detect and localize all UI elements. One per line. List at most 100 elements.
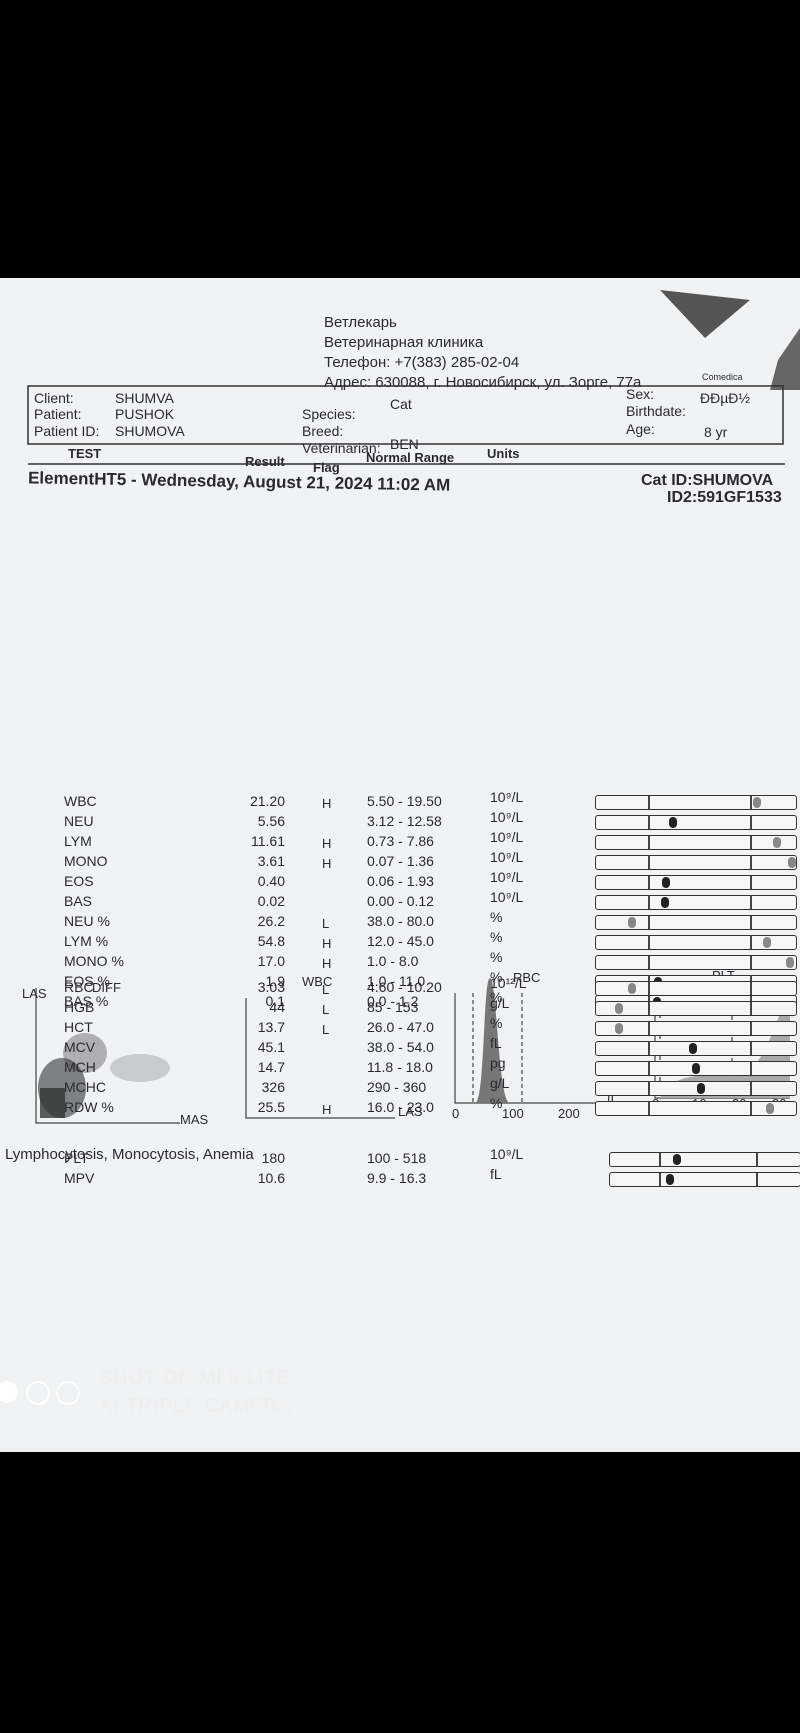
result-marker xyxy=(614,1003,623,1014)
phone: Телефон: +7(383) 285-02-04 xyxy=(324,354,520,371)
flag: L xyxy=(322,1022,330,1037)
bar-divider xyxy=(648,916,650,929)
bar-divider xyxy=(750,916,752,929)
result: 0.1 xyxy=(265,993,285,1009)
flag: L xyxy=(322,916,330,931)
bar-divider xyxy=(648,1082,650,1095)
test-name: MCV xyxy=(64,1039,96,1055)
units: g/L xyxy=(490,1075,510,1091)
units: % xyxy=(490,949,503,965)
result-marker xyxy=(627,983,636,994)
test-name: HGB xyxy=(64,999,95,1015)
bar-divider xyxy=(648,936,650,949)
range-bar xyxy=(595,935,797,950)
units: pg xyxy=(490,1055,506,1071)
bar-divider xyxy=(750,836,752,849)
range-bar xyxy=(595,815,797,830)
age-label: Age: xyxy=(626,421,655,437)
patient-id-label: Patient ID: xyxy=(34,423,100,439)
result: 26.2 xyxy=(257,913,285,929)
test-name: HCT xyxy=(64,1019,93,1035)
breed-label: Breed: xyxy=(302,423,344,439)
result: 326 xyxy=(261,1079,285,1095)
bar-divider xyxy=(750,796,752,809)
result: 17.0 xyxy=(257,953,285,969)
result: 14.7 xyxy=(257,1059,285,1075)
column-header: Normal Range xyxy=(366,450,455,465)
result-marker xyxy=(666,1174,675,1185)
test-name: WBC xyxy=(64,793,97,809)
result: 0.40 xyxy=(257,873,285,889)
bar-divider xyxy=(648,876,650,889)
logo xyxy=(660,290,750,338)
patient-label: Patient: xyxy=(34,406,82,422)
range-bar xyxy=(595,1061,797,1076)
bar-divider xyxy=(756,1173,758,1186)
flag: H xyxy=(322,856,332,871)
bar-divider xyxy=(648,1002,650,1015)
units: % xyxy=(490,1015,503,1031)
watermark: AI TRIPLE CAMERA xyxy=(100,1396,292,1417)
rbc-tick: 100 xyxy=(502,1106,524,1121)
bar-divider xyxy=(648,896,650,909)
result-marker xyxy=(627,917,636,928)
normal-range: 9.9 - 16.3 xyxy=(367,1170,427,1186)
normal-range: 11.8 - 18.0 xyxy=(367,1059,433,1075)
units: % xyxy=(490,969,503,985)
bar-divider xyxy=(750,936,752,949)
test-name: MPV xyxy=(64,1170,95,1186)
address: Адрес: 630088, г. Новосибирск, ул. Зорге… xyxy=(324,374,642,391)
normal-range: 0.73 - 7.86 xyxy=(367,833,434,849)
range-bar xyxy=(595,855,797,870)
watermark: SHOT ON MI 9 LITE xyxy=(100,1368,291,1389)
rbc-tick: 0 xyxy=(452,1106,460,1121)
paper: Ветлекарь Ветеринарная клиника Телефон: … xyxy=(0,278,800,1452)
diff-y-label: LAS xyxy=(22,986,47,1001)
flag: L xyxy=(322,982,330,997)
range-bar xyxy=(595,1021,797,1036)
bar-divider xyxy=(750,876,752,889)
rbc-title: RBC xyxy=(513,970,541,985)
result: 11.61 xyxy=(251,833,285,849)
normal-range: 38.0 - 54.0 xyxy=(367,1039,434,1055)
units: 10⁹/L xyxy=(490,889,524,905)
bar-divider xyxy=(750,1022,752,1035)
age: 8 yr xyxy=(704,424,728,440)
column-header: Flag xyxy=(313,460,340,475)
units: % xyxy=(490,929,503,945)
result-marker xyxy=(787,857,796,868)
range-bar xyxy=(595,795,797,810)
test-name: RDW % xyxy=(64,1099,114,1115)
bar-divider xyxy=(750,1062,752,1075)
range-bar xyxy=(595,1081,797,1096)
normal-range: 290 - 360 xyxy=(367,1079,427,1095)
result-marker xyxy=(688,1043,697,1054)
result: 13.7 xyxy=(257,1019,285,1035)
result-marker xyxy=(772,837,781,848)
range-bar xyxy=(595,1101,797,1116)
result: 10.6 xyxy=(257,1170,285,1186)
test-name: EOS % xyxy=(64,973,110,989)
range-bar xyxy=(595,981,797,996)
result: 3.03 xyxy=(257,979,285,995)
result-marker xyxy=(785,957,794,968)
units: 10⁹/L xyxy=(490,869,524,885)
diff-title: DIFF xyxy=(92,980,121,995)
flag: L xyxy=(322,1002,330,1017)
test-name: MONO % xyxy=(64,953,124,969)
units: fL xyxy=(490,1166,502,1182)
bar-divider xyxy=(648,796,650,809)
bar-divider xyxy=(648,816,650,829)
patient-id: SHUMOVA xyxy=(115,423,185,439)
test-name: BAS % xyxy=(64,993,109,1009)
units: 10⁹/L xyxy=(490,829,524,845)
vet: BEN xyxy=(390,436,419,452)
sex: ÐÐµÐ½ xyxy=(700,390,751,406)
result: 1.9 xyxy=(265,973,285,989)
bar-divider xyxy=(648,1042,650,1055)
range-bar xyxy=(609,1152,800,1167)
test-name: EOS xyxy=(64,873,94,889)
comment: Lymphocytosis, Monocytosis, Anemia xyxy=(5,1146,254,1163)
result: 45.1 xyxy=(257,1039,285,1055)
